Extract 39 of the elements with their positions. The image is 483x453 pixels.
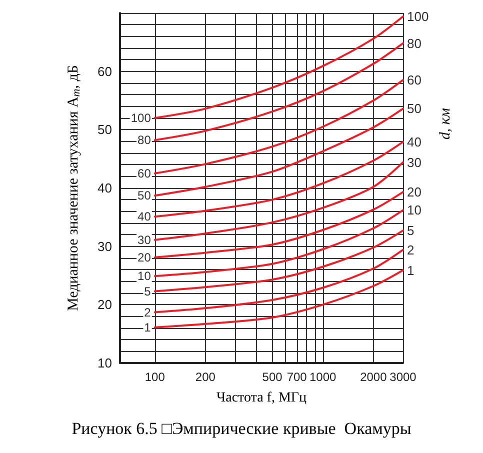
text: 1 [407,262,414,278]
x-tick-label: 200 [195,370,216,384]
x-tick-label: 100 [144,370,166,384]
series-label: 1 [144,320,152,334]
series-label: 40 [138,210,152,224]
text: 60 [407,72,422,88]
y2-axis-title: d, км [438,108,454,140]
y-tick-label: 20 [98,297,112,312]
text: 40 [407,134,422,150]
series-label: 5 [144,284,152,298]
y-tick-label: 30 [98,238,112,254]
text: 100 [407,9,429,24]
y-tick-label: 40 [98,180,112,196]
series-label: 2 [144,305,152,320]
y-axis-title: Медианное значение затухания Am, дБ [66,65,82,311]
y-tick-label: 10 [98,356,112,370]
text: 80 [407,36,422,51]
x-tick-label: 3000 [390,370,417,384]
text: Рисунок 6.5 □Эмпирические кривые Окамуры [72,419,412,438]
y-tick-label: 60 [98,64,112,79]
text: 5 [407,223,414,238]
series-label: 80 [138,133,152,148]
x-tick-label: 500 [262,370,283,384]
text: 50 [407,101,422,116]
text: 2 [407,242,414,258]
text: 30 [407,154,422,170]
x-tick-label: 2000 [360,370,388,384]
series-label: 20 [138,250,152,264]
x-axis-title: Частота f, МГц [216,390,307,406]
x-tick-label: 700 [286,370,308,384]
series-label: 50 [138,188,152,203]
y-tick-label: 50 [98,122,112,138]
series-label: 10 [138,269,152,284]
series-label: 100 [130,111,152,125]
x-tick-label: 1000 [310,370,337,384]
text: 20 [407,184,422,200]
text: 10 [407,202,422,218]
series-label: 30 [138,232,152,247]
series-label: 60 [138,166,152,180]
